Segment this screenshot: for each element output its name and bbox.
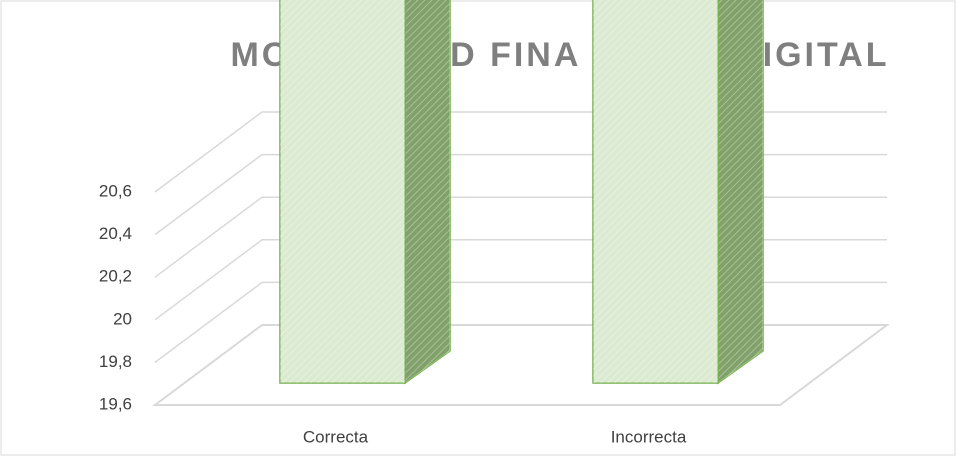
y-tick-label: 20,4 (99, 224, 132, 243)
floor (151, 324, 891, 406)
bar-hatch (593, 0, 718, 383)
x-tick-label: Correcta (303, 427, 369, 446)
bar-side-hatch (718, 0, 763, 383)
y-tick-label: 20,6 (99, 181, 132, 200)
y-tick-label: 19,6 (99, 394, 132, 413)
bar-hatch (280, 0, 405, 383)
y-tick-label: 19,8 (99, 352, 132, 371)
x-tick-label: Incorrecta (611, 427, 687, 446)
bar-side-hatch (405, 0, 450, 383)
y-tick-label: 20 (113, 309, 132, 328)
y-tick-label: 20,2 (99, 267, 132, 286)
